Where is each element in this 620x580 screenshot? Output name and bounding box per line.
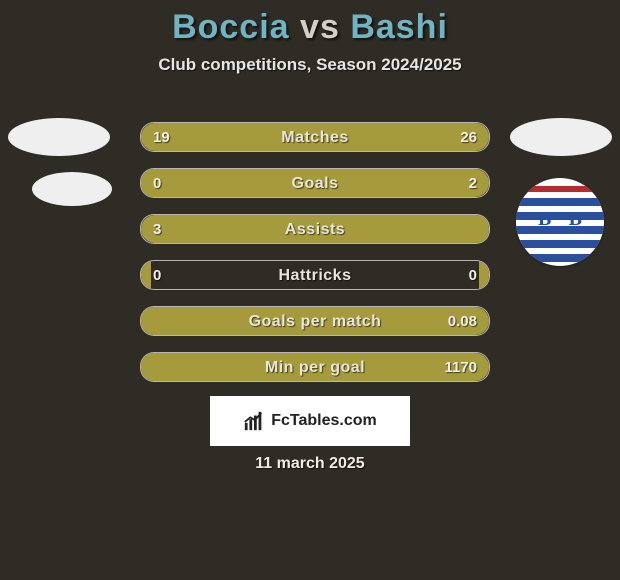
brand-chart-icon [243, 410, 265, 432]
title-player1: Boccia [172, 8, 290, 46]
title-player2: Bashi [350, 8, 448, 46]
stat-label: Min per goal [141, 353, 489, 381]
stat-row: 00Hattricks [140, 260, 490, 290]
brand-text: FcTables.com [271, 412, 377, 430]
stat-row: 0.08Goals per match [140, 306, 490, 336]
date-text: 11 march 2025 [0, 455, 620, 473]
player1-pill-icon [8, 118, 110, 156]
stat-label: Goals [141, 169, 489, 197]
stat-row: 3Assists [140, 214, 490, 244]
player2-pill-icon [510, 118, 612, 156]
player2-crest-icon: B B [516, 178, 604, 266]
brand-box: FcTables.com [210, 396, 410, 446]
stat-label: Matches [141, 123, 489, 151]
stat-row: 02Goals [140, 168, 490, 198]
stat-row: 1170Min per goal [140, 352, 490, 382]
stat-label: Goals per match [141, 307, 489, 335]
comparison-bars: 1926Matches 02Goals 3Assists 00Hattricks 0.0… [140, 122, 490, 398]
title-vs: vs [300, 8, 340, 46]
stat-label: Hattricks [141, 261, 489, 289]
subtitle: Club competitions, Season 2024/2025 [0, 55, 620, 75]
stat-row: 1926Matches [140, 122, 490, 152]
stat-label: Assists [141, 215, 489, 243]
title: Boccia vs Bashi [0, 0, 620, 47]
player1-pill2-icon [32, 172, 112, 206]
